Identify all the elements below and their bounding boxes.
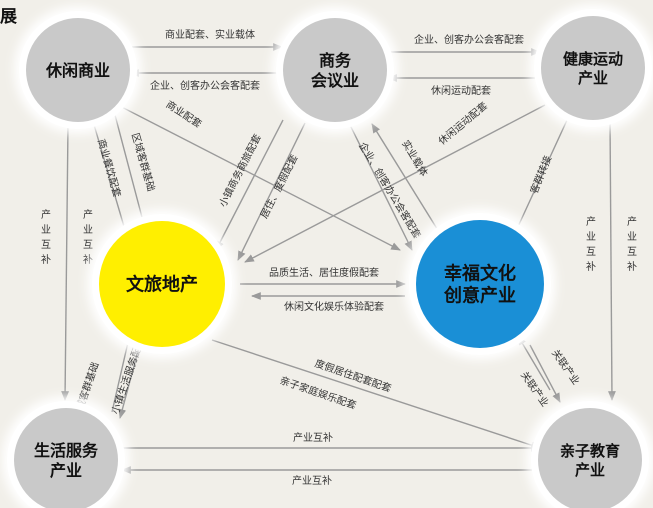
node-label-child: 产业 xyxy=(575,461,605,479)
edge-label-business-to-health: 企业、创客办公会客配套 xyxy=(414,33,524,46)
arrow-tourism-child xyxy=(211,339,541,449)
edge-label-tourism-to-culture: 品质生活、居住度假配套 xyxy=(269,266,379,279)
arrow-culture-child-a xyxy=(529,344,561,403)
node-label-health: 健康运动 xyxy=(563,50,623,68)
node-circle xyxy=(541,16,645,120)
edge-label-leisure-to-tourism-b: 商业餐饮配套 xyxy=(95,137,124,198)
arrow-business-culture-a xyxy=(349,124,413,251)
arrow-layer xyxy=(61,43,616,474)
node-tourism: 文旅地产 xyxy=(87,209,237,359)
edge-label-leisure-to-business: 商业配套、实业载体 xyxy=(165,28,255,41)
arrow-leisure-life xyxy=(61,124,70,401)
arrow-business-tourism-b xyxy=(237,122,306,261)
edge-label-leisure-to-life: 产业互补 xyxy=(83,208,93,266)
edge-label-health-to-business: 休闲运动配套 xyxy=(431,84,491,97)
edge-label-leisure-to-life: 产业互补 xyxy=(41,208,51,266)
arrow-health-tourism xyxy=(244,104,546,263)
edge-label-life-to-child: 产业互补 xyxy=(293,431,333,444)
node-label-life: 生活服务 xyxy=(34,441,99,460)
node-circle xyxy=(283,18,387,122)
node-label-health: 产业 xyxy=(578,69,608,87)
node-label-life: 产业 xyxy=(50,461,82,480)
edge-label-culture-to-child-b: 关联产业 xyxy=(518,369,552,409)
edge-label-business-to-leisure: 企业、创客办公会客配套 xyxy=(150,79,260,92)
node-leisure: 休闲商业 xyxy=(14,6,142,134)
edge-label-health-to-child: 产业互补 xyxy=(586,215,596,273)
node-circle xyxy=(416,220,544,348)
node-label-business: 会议业 xyxy=(311,71,359,90)
node-circle xyxy=(99,221,225,347)
heading-fragment: 展 xyxy=(0,7,17,27)
edge-label-child-to-life: 产业互补 xyxy=(292,474,332,487)
edge-label-tourism-to-child-a: 度假居住配套配套 xyxy=(313,357,393,395)
node-label-leisure: 休闲商业 xyxy=(45,61,110,80)
edge-label-culture-to-tourism: 休闲文化娱乐体验配套 xyxy=(284,300,384,313)
edge-label-leisure-diag-commerce: 商业配套 xyxy=(164,98,205,131)
node-circle xyxy=(26,18,130,122)
node-label-culture: 创意产业 xyxy=(443,284,516,306)
edge-label-health-to-culture: 客群转接 xyxy=(527,154,554,196)
arrow-culture-business xyxy=(371,123,445,241)
node-label-business: 商务 xyxy=(319,51,352,70)
arrow-leisure-tourism-b xyxy=(91,117,130,241)
node-label-child: 亲子教育 xyxy=(560,442,620,460)
edge-label-business-to-tourism-b: 居住、度假配套 xyxy=(257,152,300,220)
edge-label-health-to-tourism: 休闲运动配套 xyxy=(436,99,490,148)
node-circle xyxy=(14,408,118,508)
node-label-tourism: 文旅地产 xyxy=(126,273,198,295)
node-circle xyxy=(538,408,642,508)
edge-label-culture-to-child-a: 关联产业 xyxy=(549,347,583,387)
edge-label-health-to-child: 产业互补 xyxy=(627,215,637,273)
arrow-business-tourism-a xyxy=(215,119,284,251)
node-label-culture: 幸福文化 xyxy=(444,262,516,284)
arrow-health-child xyxy=(608,119,616,401)
